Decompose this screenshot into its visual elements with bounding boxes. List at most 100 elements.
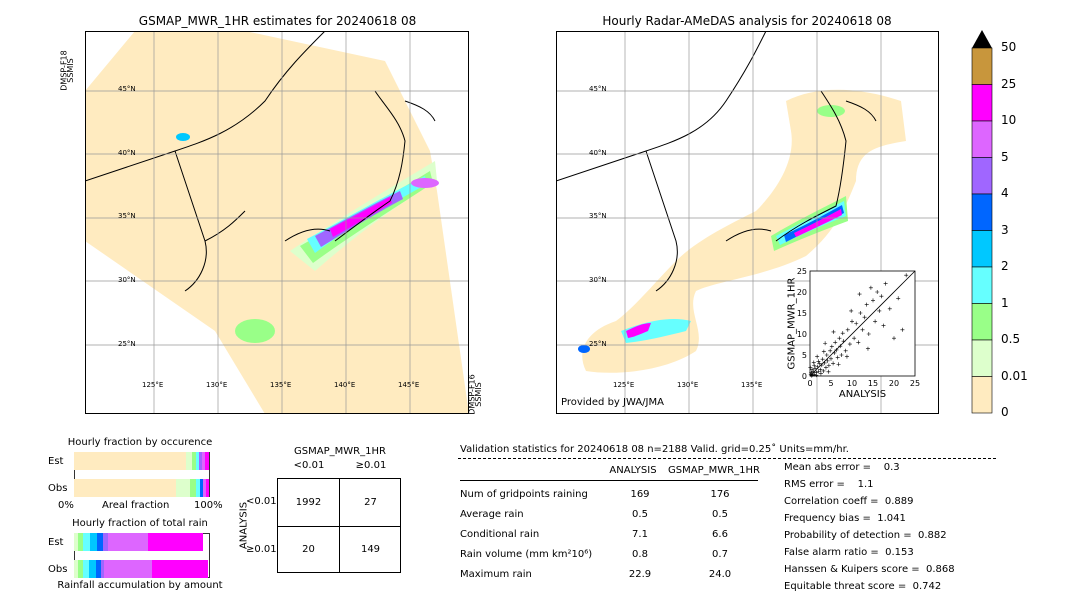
validation-row-0-label: Num of gridpoints raining	[460, 489, 588, 500]
scatter-point-10	[819, 363, 824, 368]
colorbar-swatch-5	[971, 230, 993, 268]
colorbar-label-6: 2	[1001, 259, 1009, 273]
score-hk: Hanssen & Kuipers score = 0.868	[784, 564, 955, 575]
scatter-point-69	[865, 346, 870, 351]
contingency-row-lt: <0.01	[246, 496, 277, 507]
scatter-point-32	[845, 327, 850, 332]
occurrence-row-est: Est	[48, 456, 64, 467]
right-lat-25: 25°N	[589, 340, 607, 348]
scatter-point-56	[812, 363, 817, 368]
left-lat-25: 25°N	[118, 340, 136, 348]
amount-est-bar	[74, 533, 203, 551]
validation-row-4-a: 22.9	[628, 569, 652, 580]
scatter-point-21	[831, 361, 836, 366]
scatter-point-3	[812, 372, 817, 377]
occurrence-axis-left: 0%	[58, 500, 74, 511]
scatter-point-45	[875, 290, 880, 294]
validation-col-underline	[460, 480, 758, 481]
colorbar-label-0: 50	[1001, 40, 1017, 54]
occurrence-axis-mid: Areal fraction	[102, 500, 170, 511]
validation-header: Validation statistics for 20240618 08 n=…	[460, 444, 849, 455]
scatter-diagonal	[809, 270, 916, 377]
scatter-point-29	[840, 331, 845, 336]
scatter-point-37	[856, 340, 861, 345]
scatter-point-49	[883, 281, 888, 286]
scatter-point-66	[849, 308, 854, 313]
scatter-point-68	[868, 285, 873, 290]
scatter-ylabel: GSMAP_MWR_1HR	[786, 277, 798, 370]
scatter-point-46	[877, 308, 882, 313]
left-swath	[85, 31, 469, 414]
validation-row-3-a: 0.8	[632, 549, 648, 560]
contingency-col-ge: ≥0.01	[355, 460, 387, 471]
right-map-credit: Provided by JWA/JMA	[561, 397, 664, 408]
left-lon-130: 130°E	[206, 381, 228, 389]
validation-row-2-label: Conditional rain	[460, 529, 540, 540]
scatter-point-16	[825, 358, 830, 363]
score-correlation: Correlation coeff = 0.889	[784, 496, 914, 507]
colorbar-labels: 50 25 10 5 4 3 2 1 0.5 0.01 0	[1001, 28, 1041, 419]
scatter-point-25	[835, 355, 840, 360]
scatter-point-35	[852, 336, 857, 341]
colorbar-label-3: 5	[1001, 149, 1009, 164]
colorbar-label-2: 10	[1001, 113, 1017, 127]
right-rain-south-core	[626, 323, 651, 338]
left-lat-45: 45°N	[118, 85, 136, 93]
left-gridlines	[85, 31, 469, 414]
colorbar-label-7: 1	[1001, 295, 1009, 310]
scatter-point-40	[862, 315, 867, 320]
score-rms-error: RMS error = 1.1	[784, 479, 874, 490]
validation-row-1-a: 0.5	[632, 509, 648, 520]
left-rain-magenta	[330, 197, 392, 237]
score-far: False alarm ratio = 0.153	[784, 547, 914, 558]
amount-row-obs: Obs	[48, 564, 68, 575]
scatter-point-13	[822, 360, 827, 365]
scatter-point-51	[892, 336, 896, 341]
scatter-point-17	[826, 363, 831, 368]
scatter-inset: 00 5 5 10 10 15 15 20 20 25 25	[797, 267, 920, 388]
right-lon-125: 125°E	[613, 381, 635, 389]
scatter-point-64	[836, 362, 841, 367]
scatter-xtick-1: 5	[828, 379, 833, 388]
occurrence-axis-right: 100%	[194, 500, 223, 511]
scatter-point-27	[838, 344, 843, 349]
colorbar-arrow	[972, 30, 992, 48]
scatter-point-9	[818, 367, 823, 372]
left-sat-bottom-label: DMSP-F16 SSMIS	[468, 372, 488, 422]
scatter-point-23	[833, 340, 838, 345]
colorbar-swatch-3	[971, 157, 993, 195]
colorbar-swatch-2	[971, 120, 993, 158]
scatter-point-62	[826, 369, 831, 374]
validation-row-4-g: 24.0	[708, 569, 732, 580]
score-pod: Probability of detection = 0.882	[784, 530, 947, 541]
left-lat-40: 40°N	[118, 149, 136, 157]
scatter-point-20	[829, 344, 834, 349]
validation-row-0-g: 176	[710, 489, 730, 500]
scatter-point-55	[810, 367, 815, 372]
colorbar-swatch-9	[971, 376, 993, 414]
left-rain-south	[235, 319, 275, 343]
scatter-point-73	[808, 365, 813, 370]
scatter-point-28	[839, 353, 844, 357]
scatter-point-43	[871, 298, 875, 303]
scatter-point-57	[814, 373, 819, 378]
right-lat-35: 35°N	[589, 212, 607, 220]
scatter-point-2	[811, 369, 816, 374]
left-lon-140: 140°E	[334, 381, 356, 389]
scatter-point-12	[821, 368, 826, 373]
right-lon-130: 130°E	[677, 381, 699, 389]
left-rain-north	[176, 133, 190, 141]
contingency-grid: 1992 27 20 149	[277, 478, 401, 573]
left-lon-135: 135°E	[270, 381, 292, 389]
colorbar-swatch-7	[971, 303, 993, 341]
right-map-title: Hourly Radar-AMeDAS analysis for 2024061…	[602, 14, 892, 28]
scatter-point-72	[815, 354, 820, 359]
right-coast-continent	[556, 31, 767, 292]
validation-row-4-label: Maximum rain	[460, 569, 532, 580]
scatter-point-38	[858, 311, 863, 315]
colorbar-label-10: 0	[1001, 405, 1009, 419]
colorbar-label-5: 3	[1001, 222, 1009, 237]
occurrence-est-bar	[74, 452, 209, 470]
amount-footer: Rainfall accumulation by amount	[57, 580, 223, 591]
validation-divider	[458, 458, 996, 459]
